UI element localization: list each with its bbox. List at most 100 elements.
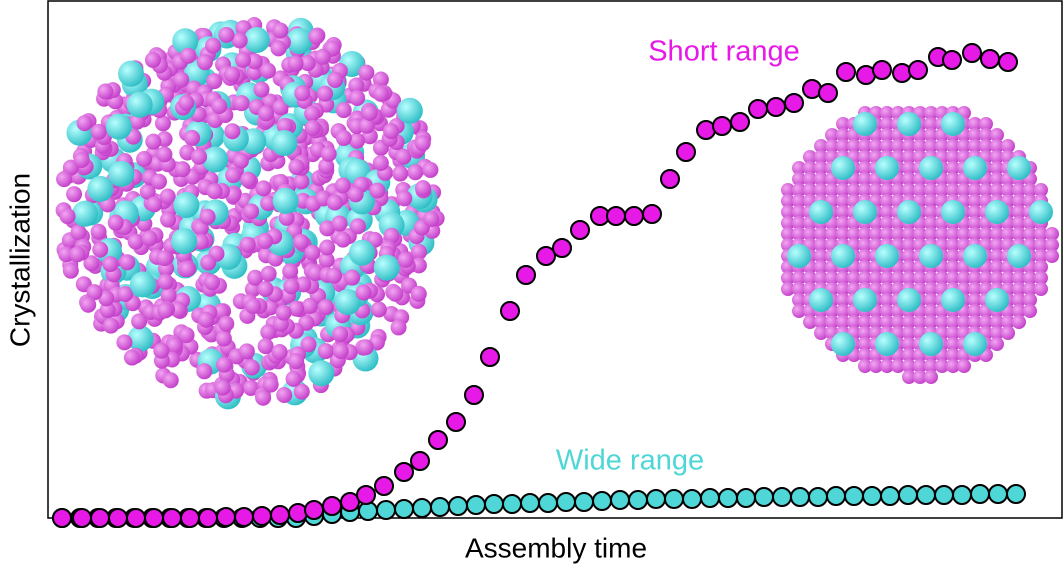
illustration-particle bbox=[159, 188, 176, 205]
illustration-particle bbox=[383, 123, 400, 140]
illustration-particle bbox=[880, 293, 894, 307]
illustration-particle bbox=[902, 359, 916, 373]
illustration-particle bbox=[913, 315, 927, 329]
illustration-particle bbox=[146, 196, 163, 213]
illustration-particle bbox=[204, 274, 221, 291]
illustration-particle bbox=[792, 304, 806, 318]
illustration-particle bbox=[257, 338, 274, 355]
series-annotation: Wide range bbox=[556, 445, 704, 477]
illustration-particle bbox=[902, 315, 916, 329]
illustration-particle bbox=[262, 376, 279, 393]
illustration-particle bbox=[349, 132, 366, 149]
illustration-particle bbox=[831, 156, 855, 180]
illustration-particle bbox=[941, 200, 965, 224]
illustration-particle bbox=[211, 97, 228, 114]
illustration-particle bbox=[880, 304, 894, 318]
illustration-particle bbox=[245, 298, 262, 315]
illustration-particle bbox=[847, 315, 861, 329]
illustration-particle bbox=[990, 161, 1004, 175]
illustration-particle bbox=[320, 145, 337, 162]
illustration-particle bbox=[792, 183, 806, 197]
illustration-particle bbox=[73, 151, 90, 168]
x-axis-label: Assembly time bbox=[465, 532, 647, 563]
illustration-particle bbox=[935, 183, 949, 197]
illustration-particle bbox=[255, 180, 272, 197]
illustration-particle bbox=[957, 271, 971, 285]
illustration-particle bbox=[271, 344, 288, 361]
illustration-particle bbox=[902, 150, 916, 164]
illustration-particle bbox=[295, 276, 312, 293]
illustration-particle bbox=[847, 139, 861, 153]
illustration-particle bbox=[814, 150, 828, 164]
illustration-particle bbox=[373, 254, 400, 281]
data-point bbox=[836, 62, 856, 82]
illustration-particle bbox=[178, 326, 195, 343]
illustration-particle bbox=[979, 117, 993, 131]
illustration-particle bbox=[836, 315, 850, 329]
illustration-particle bbox=[1023, 304, 1037, 318]
illustration-particle bbox=[919, 244, 943, 268]
illustration-particle bbox=[275, 304, 292, 321]
data-point bbox=[682, 489, 702, 509]
data-point bbox=[766, 97, 786, 117]
data-point bbox=[998, 52, 1018, 72]
illustration-particle bbox=[924, 106, 938, 120]
data-point bbox=[538, 493, 558, 513]
data-point bbox=[908, 60, 928, 80]
illustration-particle bbox=[979, 128, 993, 142]
data-point bbox=[970, 484, 990, 504]
illustration-particle bbox=[214, 379, 231, 396]
illustration-particle bbox=[924, 282, 938, 296]
illustration-particle bbox=[913, 227, 927, 241]
illustration-particle bbox=[243, 359, 260, 376]
illustration-particle bbox=[869, 227, 883, 241]
illustration-particle bbox=[891, 227, 905, 241]
illustration-particle bbox=[968, 293, 982, 307]
illustration-particle bbox=[803, 315, 817, 329]
illustration-particle bbox=[1034, 227, 1048, 241]
y-axis-label: Crystallization bbox=[4, 173, 35, 347]
illustration-particle bbox=[92, 241, 109, 258]
illustration-particle bbox=[902, 227, 916, 241]
illustration-particle bbox=[218, 315, 235, 332]
illustration-particle bbox=[334, 177, 351, 194]
data-point bbox=[108, 508, 128, 528]
illustration-particle bbox=[968, 227, 982, 241]
illustration-particle bbox=[232, 152, 249, 169]
illustration-particle bbox=[1012, 216, 1026, 230]
illustration-particle bbox=[355, 284, 372, 301]
illustration-particle bbox=[946, 139, 960, 153]
illustration-particle bbox=[349, 218, 366, 235]
illustration-particle bbox=[334, 288, 361, 315]
illustration-particle bbox=[902, 249, 916, 263]
illustration-particle bbox=[235, 51, 252, 68]
illustration-particle bbox=[990, 227, 1004, 241]
illustration-particle bbox=[205, 37, 222, 54]
data-point bbox=[446, 412, 466, 432]
data-point bbox=[772, 487, 792, 507]
illustration-particle bbox=[198, 311, 215, 328]
illustration-particle bbox=[792, 194, 806, 208]
illustration-particle bbox=[858, 172, 872, 186]
illustration-particle bbox=[1034, 260, 1048, 274]
data-point bbox=[216, 507, 236, 527]
illustration-particle bbox=[215, 330, 232, 347]
illustration-particle bbox=[260, 195, 277, 212]
illustration-particle bbox=[317, 85, 334, 102]
illustration-particle bbox=[83, 255, 100, 272]
illustration-particle bbox=[963, 244, 987, 268]
data-point bbox=[304, 500, 324, 520]
data-point bbox=[790, 487, 810, 507]
illustration-particle bbox=[913, 359, 927, 373]
illustration-particle bbox=[869, 315, 883, 329]
illustration-particle bbox=[144, 51, 161, 68]
illustration-particle bbox=[123, 349, 140, 366]
data-point bbox=[448, 496, 468, 516]
illustration-particle bbox=[924, 128, 938, 142]
illustration-particle bbox=[924, 205, 938, 219]
illustration-particle bbox=[836, 194, 850, 208]
illustration-particle bbox=[344, 269, 361, 286]
illustration-particle bbox=[1034, 249, 1048, 263]
illustration-particle bbox=[913, 271, 927, 285]
illustration-particle bbox=[847, 271, 861, 285]
